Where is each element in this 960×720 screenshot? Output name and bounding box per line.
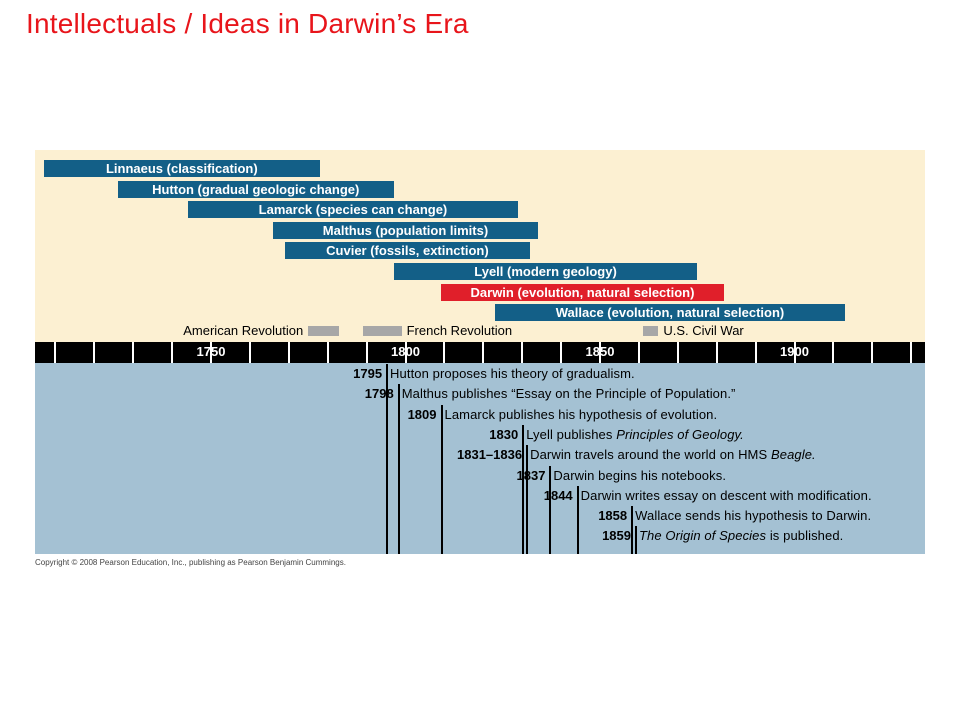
milestone-year: 1809 (407, 406, 437, 422)
scientist-bar: Linnaeus (classification) (43, 160, 320, 177)
axis-tick (171, 342, 174, 363)
axis-tick (132, 342, 135, 363)
axis-tick (871, 342, 874, 363)
milestone-year: 1837 (516, 467, 546, 483)
axis-tick (287, 342, 290, 363)
milestone-text-main: Lamarck publishes his hypothesis of evol… (444, 406, 718, 422)
event-marker (642, 326, 659, 336)
axis-tick (910, 342, 913, 363)
axis-tick-label: 1750 (196, 344, 226, 359)
scientist-bar: Cuvier (fossils, extinction) (284, 242, 530, 260)
copyright-notice: Copyright © 2008 Pearson Education, Inc.… (35, 558, 346, 567)
event-marker (362, 326, 402, 336)
milestone-line (397, 384, 400, 554)
milestone-year: 1844 (543, 487, 573, 503)
scientist-bar: Malthus (population limits) (273, 221, 538, 239)
milestone-text: Wallace sends his hypothesis to Darwin. (635, 506, 871, 526)
axis-tick-label: 1900 (780, 344, 809, 359)
milestone-text-main: Lyell publishes (526, 426, 617, 442)
axis-tick (676, 342, 679, 363)
milestone-year: 1795 (353, 366, 383, 381)
axis-tick (93, 342, 96, 363)
milestones-panel (35, 363, 925, 554)
event-label: American Revolution (183, 323, 304, 338)
milestone-year: 1831–1836 (457, 447, 523, 463)
axis-tick (443, 342, 446, 363)
milestone-text: Darwin begins his notebooks. (553, 466, 726, 486)
axis-tick (754, 342, 757, 363)
milestone-text: The Origin of Species is published. (639, 526, 843, 546)
milestone-text-main: Wallace sends his hypothesis to Darwin. (635, 508, 872, 524)
milestone-text-rest: is published. (766, 528, 844, 544)
event-marker (308, 326, 340, 336)
timeline-axis: 1750 1800 1850 1900 (35, 342, 925, 363)
axis-tick-label: 1800 (391, 344, 420, 359)
milestone-text: Darwin travels around the world on HMS B… (530, 445, 816, 465)
milestone-line (576, 485, 579, 554)
milestone-text: Lamarck publishes his hypothesis of evol… (445, 405, 718, 425)
milestone-text: Darwin writes essay on descent with modi… (581, 486, 872, 506)
milestone-text-main: Darwin begins his notebooks. (553, 467, 727, 483)
milestone-line (631, 506, 634, 554)
axis-tick (365, 342, 368, 363)
scientist-bar: Lamarck (species can change) (187, 201, 519, 219)
scientist-bar: Darwin (evolution, natural selection) (440, 283, 725, 301)
scientist-bar: Hutton (gradual geologic change) (117, 180, 394, 198)
milestone-italic: Beagle. (770, 447, 816, 463)
axis-tick-label: 1850 (585, 344, 615, 359)
axis-tick (404, 342, 407, 363)
milestone-text-main: Darwin writes essay on descent with modi… (580, 487, 872, 503)
axis-tick (482, 342, 485, 363)
milestone-line (526, 445, 529, 554)
milestone-year: 1830 (489, 426, 519, 442)
milestone-italic: The Origin of Species (639, 528, 767, 544)
milestone-line (386, 364, 389, 554)
milestone-text-main: Darwin travels around the world on HMS (530, 447, 771, 463)
milestone-italic: Principles of Geology. (616, 426, 744, 442)
milestone-text: Malthus publishes “Essay on the Principl… (402, 384, 736, 404)
axis-tick (832, 342, 835, 363)
milestone-line (440, 404, 443, 554)
slide-title: Intellectuals / Ideas in Darwin’s Era (26, 8, 469, 39)
scientist-bar: Lyell (modern geology) (393, 263, 698, 280)
milestone-text-main: Malthus publishes “Essay on the Principl… (401, 386, 736, 402)
axis-tick (793, 342, 796, 363)
axis-tick (210, 342, 212, 363)
milestone-text-main: Hutton proposes his theory of gradualism… (390, 366, 635, 381)
scientist-bar: Wallace (evolution, natural selection) (494, 304, 846, 322)
axis-tick (521, 342, 524, 363)
axis-tick (599, 342, 601, 363)
milestone-text: Hutton proposes his theory of gradualism… (390, 364, 635, 384)
milestone-year: 1859 (602, 528, 631, 544)
event-label: French Revolution (406, 323, 513, 338)
axis-tick (326, 342, 329, 363)
milestone-line (635, 526, 637, 554)
milestone-year: 1858 (598, 508, 628, 524)
axis-tick (54, 342, 57, 363)
axis-tick (560, 342, 563, 363)
event-label: U.S. Civil War (663, 323, 744, 338)
milestone-line (522, 424, 525, 554)
axis-tick (248, 342, 251, 363)
milestone-line (549, 465, 552, 554)
milestone-text: Lyell publishes Principles of Geology. (526, 425, 744, 445)
axis-tick (715, 342, 718, 363)
axis-tick (637, 342, 640, 363)
milestone-year: 1798 (364, 386, 394, 402)
